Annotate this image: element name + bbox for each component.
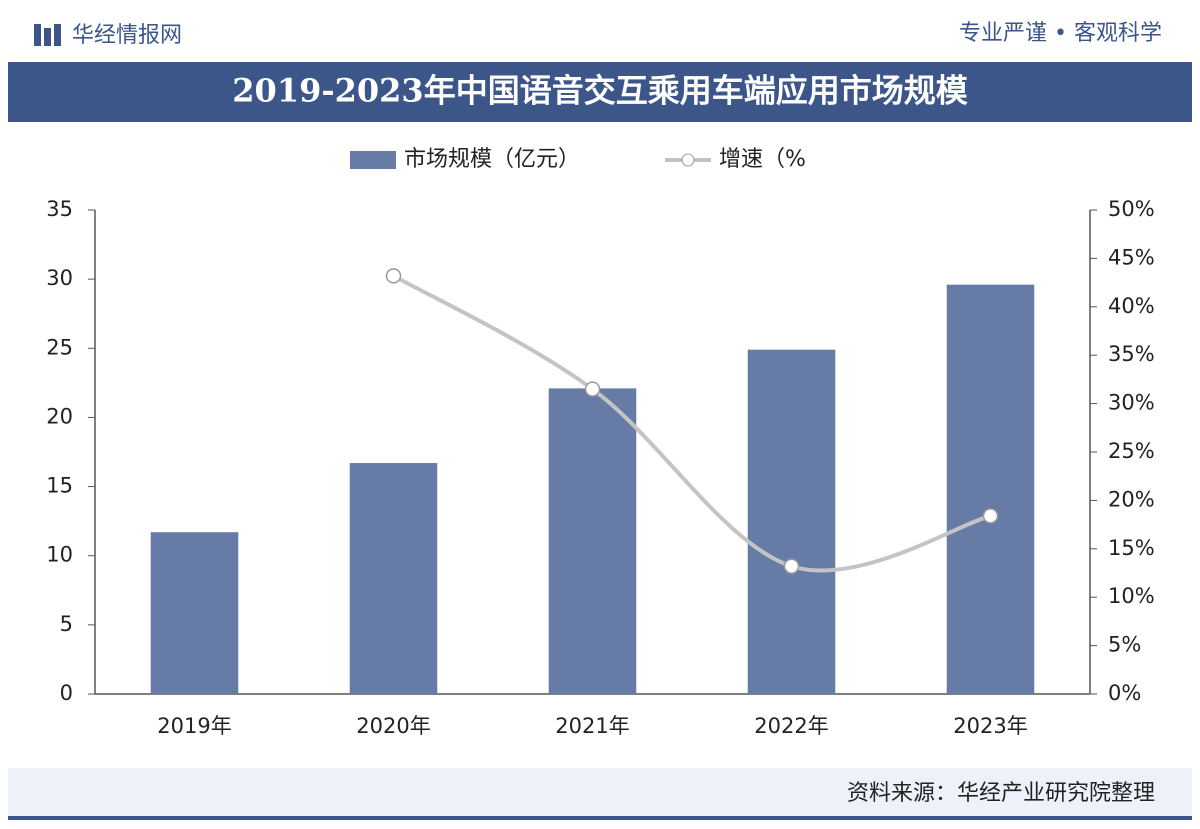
line-marker bbox=[385, 268, 402, 284]
y2-tick-label: 30% bbox=[1108, 391, 1155, 415]
line-marker bbox=[584, 381, 601, 397]
y2-tick-label: 15% bbox=[1108, 536, 1155, 560]
bar bbox=[349, 463, 438, 694]
chart-title: 2019-2023年中国语音交互乘用车端应用市场规模 bbox=[232, 72, 967, 110]
bar bbox=[150, 532, 239, 694]
y-tick-label: 15 bbox=[46, 474, 73, 498]
legend-swatch bbox=[350, 151, 396, 169]
brand: 华经情报网 bbox=[72, 23, 182, 48]
x-tick-label: 2023年 bbox=[953, 714, 1027, 738]
line-marker bbox=[982, 508, 999, 524]
x-tick-label: 2020年 bbox=[356, 714, 430, 738]
y2-tick-label: 40% bbox=[1108, 294, 1155, 318]
y2-tick-label: 5% bbox=[1108, 633, 1141, 657]
y2-tick-label: 45% bbox=[1108, 245, 1155, 269]
y-tick-label: 35 bbox=[46, 197, 73, 221]
y-tick-label: 5 bbox=[60, 612, 73, 636]
x-tick-label: 2021年 bbox=[555, 714, 629, 738]
logo-icon bbox=[34, 24, 61, 46]
legend-label: 市场规模（亿元） bbox=[404, 147, 580, 172]
bar bbox=[548, 388, 637, 694]
y-tick-label: 10 bbox=[46, 543, 73, 567]
y2-tick-label: 0% bbox=[1108, 681, 1141, 705]
y2-tick-label: 10% bbox=[1108, 584, 1155, 608]
y2-tick-label: 20% bbox=[1108, 487, 1155, 511]
y2-tick-label: 25% bbox=[1108, 439, 1155, 463]
bottom-rule bbox=[8, 816, 1192, 820]
y-tick-label: 20 bbox=[46, 404, 73, 428]
y-tick-label: 25 bbox=[46, 335, 73, 359]
x-tick-label: 2019年 bbox=[157, 714, 231, 738]
title-bar bbox=[8, 62, 1192, 122]
line-marker bbox=[783, 558, 800, 574]
bar bbox=[747, 349, 836, 694]
y-tick-label: 0 bbox=[60, 681, 73, 705]
y2-tick-label: 35% bbox=[1108, 342, 1155, 366]
bar bbox=[946, 284, 1035, 694]
y2-tick-label: 50% bbox=[1108, 197, 1155, 221]
x-tick-label: 2022年 bbox=[754, 714, 828, 738]
source-bar bbox=[8, 768, 1192, 816]
slogan: 专业严谨 • 客观科学 bbox=[959, 21, 1162, 46]
y-tick-label: 30 bbox=[46, 266, 73, 290]
line bbox=[392, 274, 992, 573]
source: 资料来源：华经产业研究院整理 bbox=[847, 781, 1155, 806]
legend-swatch bbox=[681, 153, 695, 167]
legend-label: 增速（% bbox=[719, 147, 806, 172]
